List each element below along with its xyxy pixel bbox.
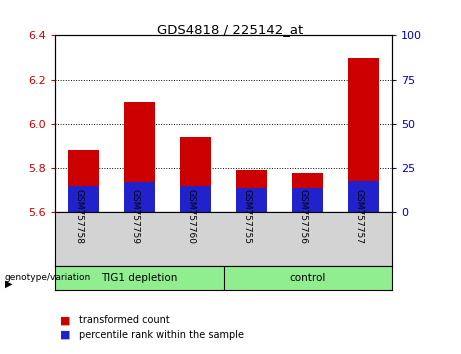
Text: GSM757759: GSM757759 — [130, 189, 139, 244]
Bar — [292, 173, 323, 212]
Text: control: control — [290, 273, 326, 283]
Text: ▶: ▶ — [5, 279, 12, 289]
Bar — [180, 186, 211, 212]
Bar — [236, 188, 267, 212]
Text: GSM757758: GSM757758 — [74, 189, 83, 244]
Text: percentile rank within the sample: percentile rank within the sample — [79, 330, 244, 339]
Bar — [124, 102, 155, 212]
Text: TIG1 depletion: TIG1 depletion — [101, 273, 177, 283]
Text: ■: ■ — [60, 315, 71, 325]
Text: genotype/variation: genotype/variation — [5, 273, 91, 282]
Text: GDS4818 / 225142_at: GDS4818 / 225142_at — [157, 23, 304, 36]
Bar — [68, 150, 99, 212]
Bar — [292, 188, 323, 212]
Text: ■: ■ — [60, 330, 71, 339]
Bar — [236, 170, 267, 212]
Text: transformed count: transformed count — [79, 315, 170, 325]
Bar — [349, 181, 379, 212]
Text: GSM757756: GSM757756 — [299, 189, 308, 244]
Bar — [349, 58, 379, 212]
Bar — [124, 182, 155, 212]
Bar — [68, 186, 99, 212]
Bar — [180, 137, 211, 212]
Text: GSM757755: GSM757755 — [242, 189, 252, 244]
Text: GSM757757: GSM757757 — [355, 189, 364, 244]
Text: GSM757760: GSM757760 — [187, 189, 195, 244]
